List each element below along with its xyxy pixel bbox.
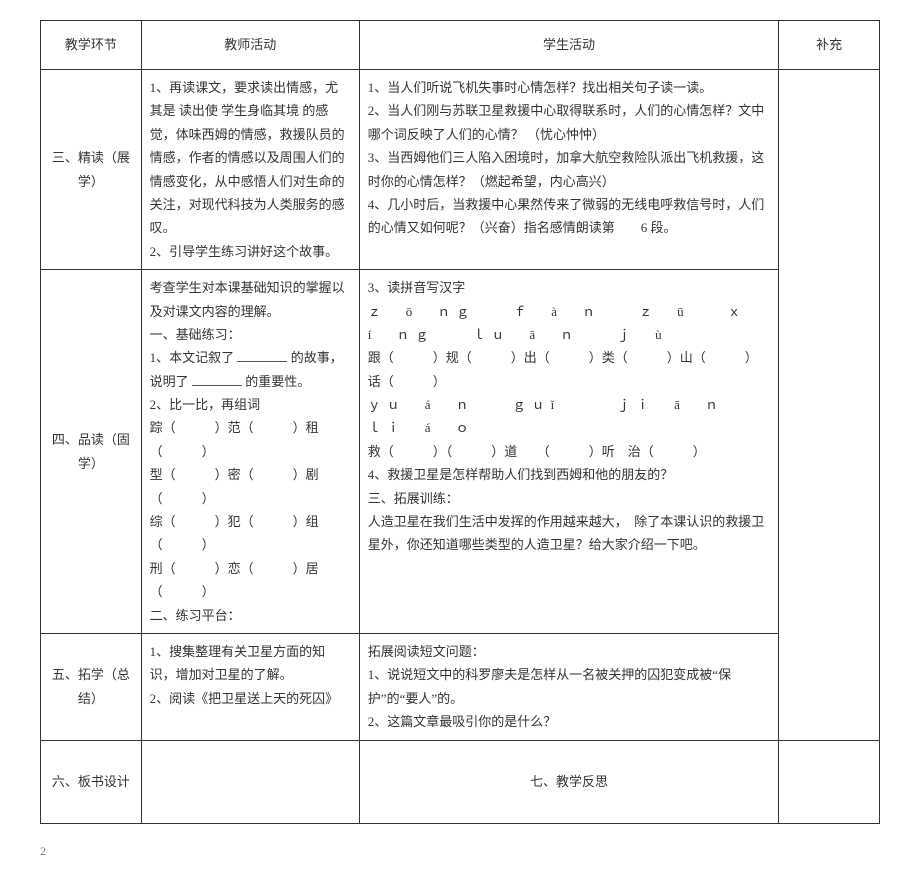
word-row: 刑（ ）恋（ ）居（ ） (150, 557, 351, 604)
teacher-4-bicibi: 2、比一比，再组词 (150, 393, 351, 416)
teacher-4: 考查学生对本课基础知识的掌握以及对课文内容的理解。 一、基础练习： 1、本文记叙… (141, 270, 359, 634)
s4-ext: 人造卫星在我们生活中发挥的作用越来越大， 除了本课认识的救援卫星外，你还知道哪些… (368, 510, 771, 557)
header-student: 学生活动 (359, 21, 779, 70)
row-pindu: 四、品读（固学） 考查学生对本课基础知识的掌握以及对课文内容的理解。 一、基础练… (41, 270, 880, 634)
s4-pinyin1: ｚ ō ｎｇ ｆ à ｎ ｚ ū ｘ í ｎｇ ｌｕ ā ｎ ｊ ù (368, 300, 771, 347)
teacher-3: 1、再读课文，要求读出情感，尤其是 读出使 学生身临其境 的感觉，体味西姆的情感… (141, 70, 359, 270)
word-row: 踪（ ）范（ ）租（ ） (150, 416, 351, 463)
reflect-blank (779, 740, 880, 823)
t4-l1b: 的故事， (291, 350, 343, 365)
extra-merged (779, 70, 880, 741)
s4-ext-t: 三、拓展训练： (368, 487, 771, 510)
word-row: 综（ ）犯（ ）组（ ） (150, 510, 351, 557)
banshu-blank (141, 740, 359, 823)
header-teacher: 教师活动 (141, 21, 359, 70)
word-row: 型（ ）密（ ）剧（ ） (150, 463, 351, 510)
stage-5: 五、拓学（总结） (41, 633, 142, 740)
student-4: 3、读拼音写汉字 ｚ ō ｎｇ ｆ à ｎ ｚ ū ｘ í ｎｇ ｌｕ ā ｎ … (359, 270, 779, 634)
teacher-4-line2: 说明了 的重要性。 (150, 370, 351, 393)
student-5-text: 拓展阅读短文问题： 1、说说短文中的科罗廖夫是怎样从一名被关押的囚犯变成被“保护… (368, 644, 731, 729)
stage-4: 四、品读（固学） (41, 270, 142, 634)
blank-2 (192, 373, 242, 386)
teacher-5-text: 1、搜集整理有关卫星方面的知识，增加对卫星的了解。 2、阅读《把卫星送上天的死囚… (150, 644, 339, 706)
student-3: 1、当人们听说飞机失事时心情怎样？找出相关句子读一读。 2、当人们刚与苏联卫星救… (359, 70, 779, 270)
teacher-4-pre: 考查学生对本课基础知识的掌握以及对课文内容的理解。 一、基础练习： (150, 276, 351, 346)
s4-pinyin2: ｙｕ á ｎ ｇｕǐ ｊｉ ā ｎ ｌｉ á ｏ (368, 393, 771, 440)
s4-title: 3、读拼音写汉字 (368, 276, 771, 299)
t4-l2a: 说明了 (150, 374, 189, 389)
teacher-5: 1、搜集整理有关卫星方面的知识，增加对卫星的了解。 2、阅读《把卫星送上天的死囚… (141, 633, 359, 740)
row-jingdu: 三、精读（展学） 1、再读课文，要求读出情感，尤其是 读出使 学生身临其境 的感… (41, 70, 880, 270)
header-stage: 教学环节 (41, 21, 142, 70)
s4-han1: 跟（ ）规（ ）出（ ）类（ ）山（ ）话（ ） (368, 346, 771, 393)
header-row: 教学环节 教师活动 学生活动 补充 (41, 21, 880, 70)
row-tuoxue: 五、拓学（总结） 1、搜集整理有关卫星方面的知识，增加对卫星的了解。 2、阅读《… (41, 633, 880, 740)
lesson-plan-table: 教学环节 教师活动 学生活动 补充 三、精读（展学） 1、再读课文，要求读出情感… (40, 20, 880, 824)
student-3-text: 1、当人们听说飞机失事时心情怎样？找出相关句子读一读。 2、当人们刚与苏联卫星救… (368, 80, 765, 235)
t4-l2b: 的重要性。 (245, 374, 310, 389)
teacher-4-post: 二、练习平台： (150, 604, 351, 627)
reflect-label: 七、教学反思 (359, 740, 779, 823)
student-5: 拓展阅读短文问题： 1、说说短文中的科罗廖夫是怎样从一名被关押的囚犯变成被“保护… (359, 633, 779, 740)
header-extra: 补充 (779, 21, 880, 70)
blank-1 (237, 350, 287, 363)
teacher-4-line1: 1、本文记叙了 的故事， (150, 346, 351, 369)
row-banshu: 六、板书设计 七、教学反思 (41, 740, 880, 823)
stage-6: 六、板书设计 (41, 740, 142, 823)
stage-3: 三、精读（展学） (41, 70, 142, 270)
page-number: 2 (40, 844, 880, 859)
s4-han2: 救（ ）（ ）道 （ ）听 治（ ） (368, 440, 771, 463)
t4-l1a: 1、本文记叙了 (150, 350, 235, 365)
s4-q4: 4、救援卫星是怎样帮助人们找到西姆和他的朋友的？ (368, 463, 771, 486)
teacher-3-text: 1、再读课文，要求读出情感，尤其是 读出使 学生身临其境 的感觉，体味西姆的情感… (150, 80, 345, 259)
teacher-4-words: 踪（ ）范（ ）租（ ）型（ ）密（ ）剧（ ）综（ ）犯（ ）组（ ）刑（ ）… (150, 416, 351, 603)
